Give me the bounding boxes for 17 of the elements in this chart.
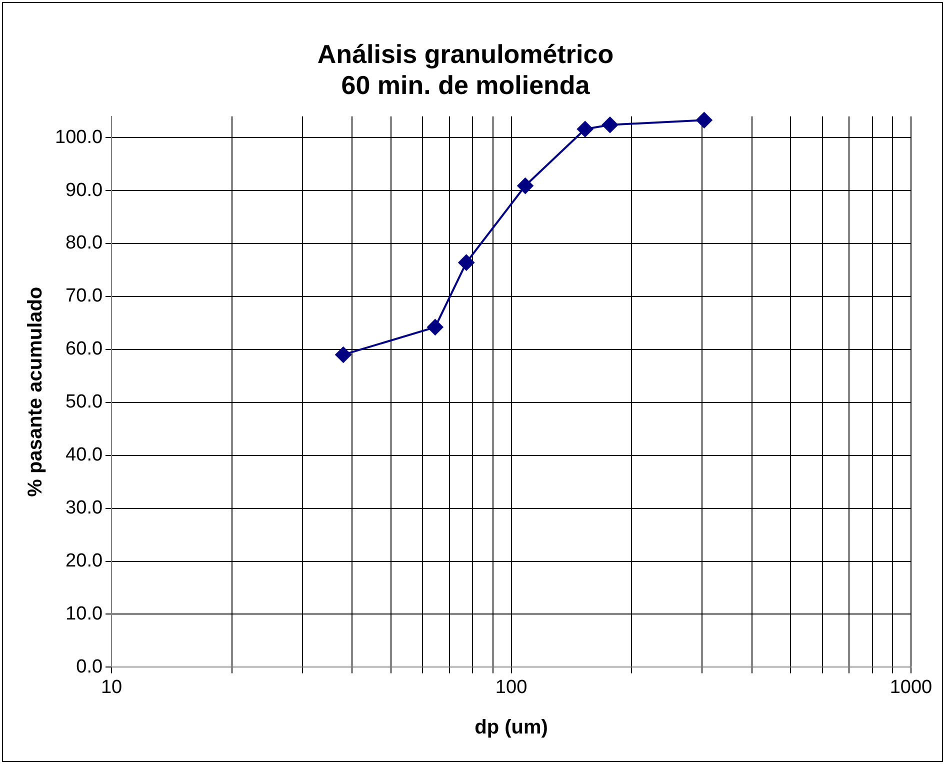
- x-axis-title: dp (um): [474, 716, 548, 739]
- y-tick-label: 30.0: [66, 498, 103, 519]
- y-tick-label: 20.0: [66, 550, 103, 572]
- y-tick-label: 50.0: [66, 392, 103, 413]
- y-tick-label: 100.0: [55, 126, 103, 148]
- y-tick-label: 0.0: [76, 656, 103, 678]
- x-tick-label: 1000: [890, 676, 932, 698]
- y-tick-label: 80.0: [66, 232, 103, 254]
- y-tick-label: 60.0: [66, 338, 103, 360]
- x-tick-label: 100: [495, 676, 528, 698]
- y-tick-label: 70.0: [66, 286, 103, 307]
- y-tick-label: 40.0: [66, 444, 103, 466]
- x-tick-label: 10: [100, 676, 122, 698]
- y-tick-label: 90.0: [66, 180, 103, 201]
- y-axis-title: % pasante acumulado: [24, 286, 47, 497]
- y-tick-label: 10.0: [66, 603, 103, 624]
- chart-title: Análisis granulométrico 60 min. de molienda: [317, 38, 614, 100]
